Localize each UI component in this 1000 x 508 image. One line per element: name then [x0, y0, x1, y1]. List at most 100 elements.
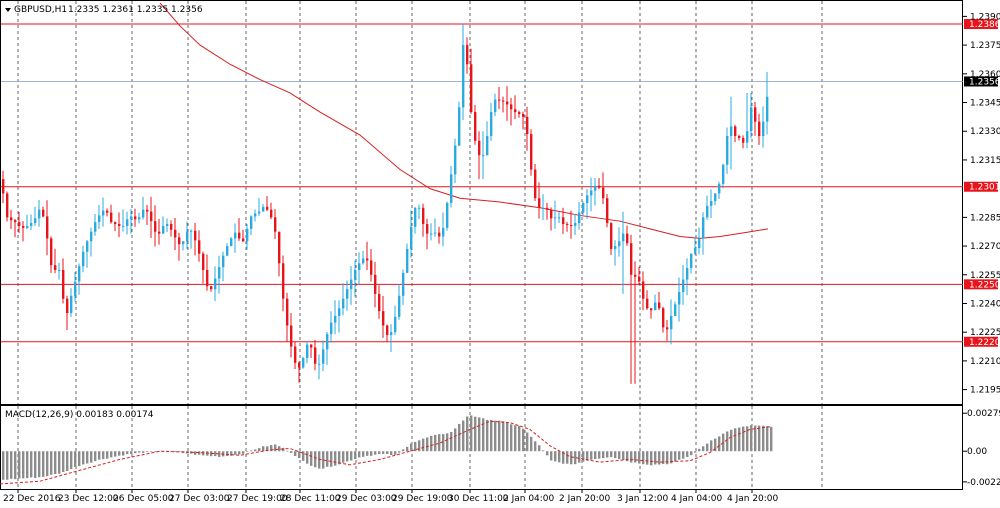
macd-bar: [230, 451, 233, 456]
price-tick-label: 1.2210: [970, 357, 1000, 367]
macd-bar: [402, 449, 405, 452]
macd-bar: [266, 446, 269, 452]
macd-bar: [394, 451, 397, 455]
macd-bar: [354, 451, 357, 459]
candle-body: [126, 219, 129, 226]
candle-body: [286, 298, 289, 326]
candle-body: [638, 276, 641, 282]
candle-body: [42, 209, 45, 217]
level-tag: [964, 19, 998, 30]
candle-body: [514, 109, 517, 113]
macd-bar: [638, 451, 641, 464]
macd-bar: [82, 451, 85, 465]
candle-body: [38, 209, 41, 219]
macd-bar: [682, 451, 685, 459]
macd-bar: [566, 451, 569, 464]
candle-body: [402, 272, 405, 296]
macd-bar: [678, 451, 681, 460]
macd-bar: [474, 416, 477, 452]
macd-bar: [422, 438, 425, 452]
candle-body: [94, 222, 97, 232]
macd-bar: [466, 416, 469, 452]
candle-body: [726, 136, 729, 165]
macd-tick-label: 0.00: [967, 447, 987, 457]
candle-body: [554, 217, 557, 219]
macd-bar: [726, 431, 729, 452]
macd-bar: [150, 451, 153, 452]
macd-bar: [698, 448, 701, 452]
candle-body: [478, 140, 481, 156]
candle-body: [234, 232, 237, 239]
macd-bar: [554, 451, 557, 462]
x-tick-label: 2 Jan 04:00: [503, 494, 555, 504]
candle-body: [370, 260, 373, 275]
macd-bar: [590, 451, 593, 460]
macd-bar: [346, 451, 349, 462]
candle-body: [98, 215, 101, 223]
macd-bar: [86, 451, 89, 464]
price-tick-label: 1.2315: [970, 156, 1000, 166]
macd-bar: [58, 451, 61, 474]
price-tick-label: 1.2195: [970, 386, 1000, 396]
moving-average: [159, 2, 769, 239]
candle-body: [430, 233, 433, 235]
candle-body: [470, 64, 473, 113]
candle-body: [26, 225, 29, 228]
candle-body: [130, 216, 133, 220]
candle-body: [346, 289, 349, 299]
macd-bar: [642, 451, 645, 465]
macd-bar: [22, 451, 25, 479]
symbol-dropdown-icon[interactable]: [5, 8, 11, 12]
macd-bar: [74, 451, 77, 468]
candle-body: [594, 185, 597, 191]
price-tick-label: 1.2330: [970, 127, 1000, 137]
macd-bar: [226, 451, 229, 456]
ohlc-label: 1.2335 1.2361 1.2335 1.2356: [68, 5, 203, 15]
macd-histogram: [2, 415, 773, 480]
macd-bar: [286, 450, 289, 452]
candle-body: [666, 327, 669, 330]
candle-body: [102, 210, 105, 216]
macd-bar: [326, 451, 329, 467]
macd-bar: [174, 451, 177, 452]
candle-body: [18, 222, 21, 226]
candle-body: [538, 198, 541, 208]
macd-bar: [522, 428, 525, 452]
macd-bar: [318, 451, 321, 469]
macd-bar: [658, 451, 661, 465]
macd-bar: [766, 426, 769, 452]
macd-bar: [146, 451, 149, 452]
candle-body: [86, 241, 89, 252]
candle-body: [338, 308, 341, 316]
candle-body: [334, 315, 337, 323]
price-tick-label: 1.2255: [970, 271, 1000, 281]
macd-bar: [602, 451, 605, 459]
candle-body: [218, 267, 221, 279]
candle-body: [582, 203, 585, 213]
level-tag: [964, 336, 998, 347]
candle-body: [614, 246, 617, 249]
macd-bar: [434, 434, 437, 452]
candle-body: [70, 295, 73, 314]
candle-body: [162, 225, 165, 234]
candle-body: [330, 322, 333, 335]
candle-body: [702, 217, 705, 239]
macd-bar: [6, 451, 9, 480]
candle-body: [578, 212, 581, 224]
macd-bar: [526, 432, 529, 452]
level-tag-label: 1.2220: [969, 338, 1000, 348]
candle-body: [534, 169, 537, 199]
price-tick-label: 1.2240: [970, 299, 1000, 309]
macd-bar: [154, 451, 157, 452]
candle-body: [138, 217, 141, 220]
macd-bar: [674, 451, 677, 462]
macd-bar: [70, 451, 73, 469]
candle-body: [746, 131, 749, 143]
macd-bar: [314, 451, 317, 468]
candle-body: [610, 223, 613, 249]
macd-bar: [238, 451, 241, 455]
macd-bar: [310, 451, 313, 466]
macd-bar: [350, 451, 353, 461]
macd-bar: [374, 451, 377, 455]
candle-body: [182, 241, 185, 245]
